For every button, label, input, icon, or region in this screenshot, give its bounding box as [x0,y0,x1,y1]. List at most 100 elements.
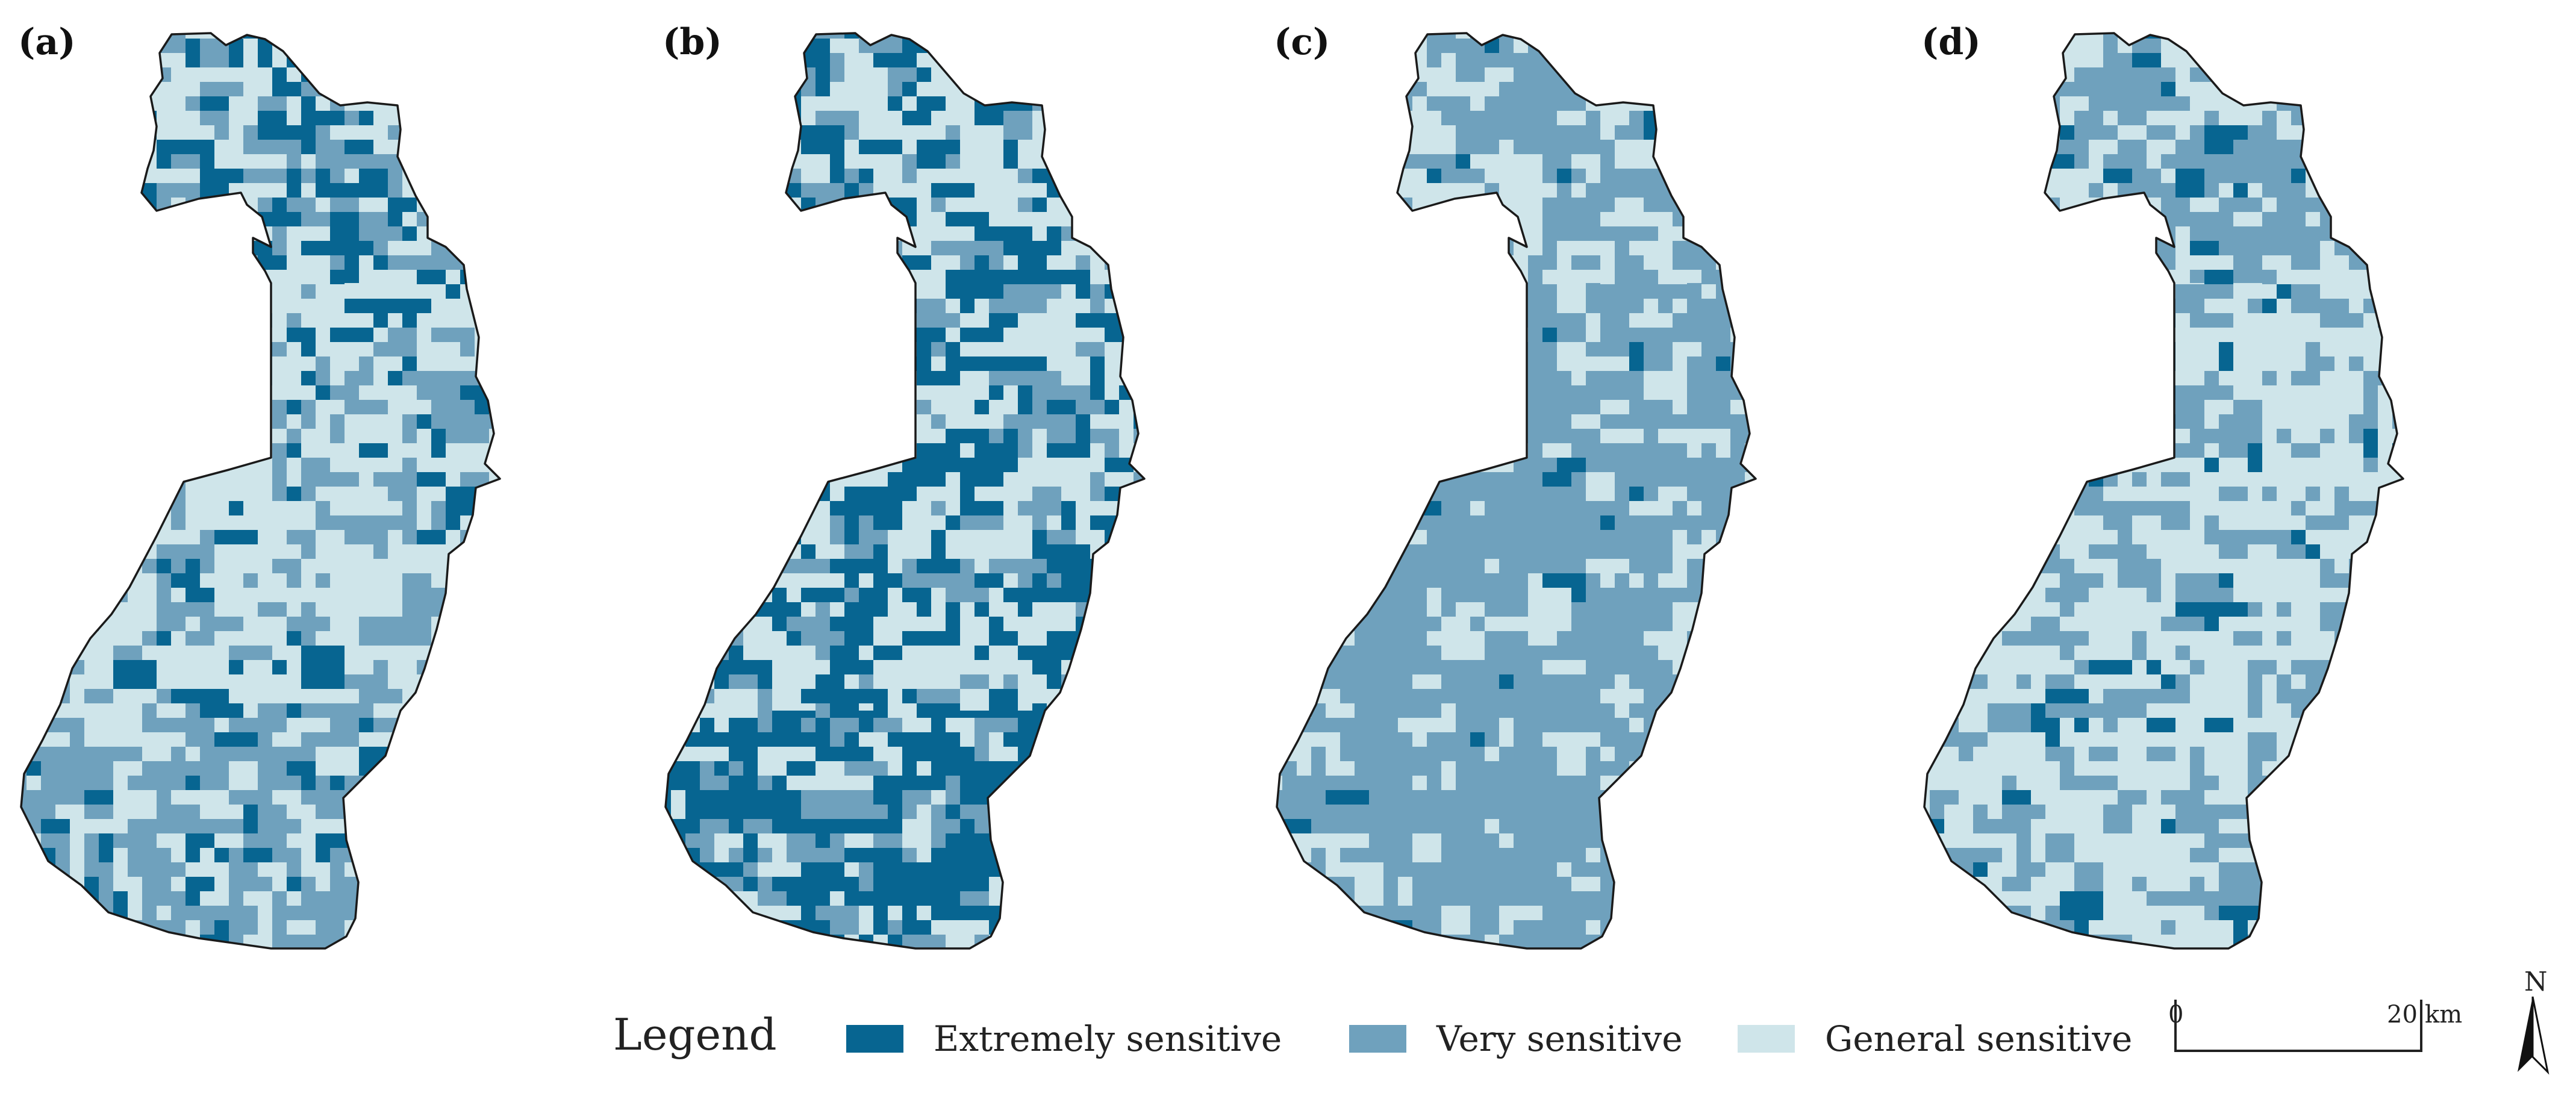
raster-cell [1148,357,1177,371]
raster-cell [1586,472,1615,501]
raster-cell [128,125,157,140]
raster-cell [1730,530,1745,544]
raster-cell [2407,212,2436,226]
raster-cell [758,906,801,920]
raster-cell [41,67,70,82]
raster-cell [2363,631,2378,660]
raster-cell [2248,67,2262,82]
raster-cell [446,877,489,891]
raster-cell [1061,111,1076,125]
raster-cell [1730,674,1756,689]
raster-cell [1398,646,1441,674]
raster-cell [975,39,1003,67]
raster-cell [1412,674,1441,689]
raster-cell [1277,96,1297,111]
raster-cell [772,833,787,848]
raster-cell [772,646,801,660]
raster-cell [446,140,489,154]
raster-cell [2103,429,2147,458]
raster-cell [1383,357,1398,385]
raster-cell [402,169,431,198]
raster-cell [1644,501,1673,515]
raster-cell [171,313,186,328]
raster-cell [873,299,917,328]
raster-cell [1383,891,1398,906]
raster-cell [489,342,500,357]
raster-cell [2277,776,2320,790]
raster-cell [1615,371,1644,400]
sensitivity-raster-a [21,33,532,948]
raster-cell [373,790,402,805]
raster-cell [417,747,446,761]
raster-cell [1148,270,1162,284]
raster-cell [489,371,500,385]
raster-cell [1470,400,1499,414]
raster-cell [2349,39,2378,53]
raster-cell [1701,183,1730,198]
raster-cell [758,53,801,67]
raster-cell [1759,328,1788,357]
raster-cell [99,96,113,111]
raster-cell [1148,602,1191,617]
raster-cell [21,299,27,328]
raster-cell [1047,429,1061,443]
raster-cell [1061,935,1105,948]
raster-cell [2392,631,2403,660]
raster-cell [1745,747,1756,776]
raster-cell [1973,414,2016,429]
raster-cell [113,53,128,67]
raster-cell [1528,501,1571,530]
raster-cell [55,530,84,544]
raster-cell [21,429,55,443]
raster-cell [787,212,801,241]
raster-cell [2291,53,2334,67]
raster-cell [128,270,171,284]
raster-cell [1148,183,1162,198]
raster-cell [700,357,743,385]
raster-cell [316,588,359,602]
raster-cell [243,848,272,862]
raster-cell [287,631,301,646]
raster-cell [1701,212,1745,241]
raster-cell [446,761,489,776]
raster-cell [1311,82,1340,111]
raster-cell [1047,819,1076,833]
raster-cell [2407,617,2436,646]
raster-cell [41,82,55,96]
raster-cell [1687,140,1701,154]
raster-cell [330,67,373,96]
raster-cell [2320,732,2363,761]
raster-cell [21,515,27,530]
raster-cell [714,169,729,183]
raster-cell [816,906,859,920]
raster-cell [200,270,214,299]
raster-cell [1615,472,1629,501]
raster-cell [2378,833,2403,848]
raster-cell [1759,920,1788,949]
raster-cell [1277,718,1297,747]
raster-cell [2089,226,2132,241]
raster-cell [417,33,431,39]
raster-cell [460,53,475,82]
raster-cell [1134,747,1144,776]
raster-cell [489,82,500,111]
raster-cell [504,313,532,328]
raster-cell [700,183,729,212]
raster-cell [1571,33,1586,53]
raster-cell [1277,385,1311,400]
raster-cell [1557,819,1571,848]
raster-cell [1148,906,1177,920]
raster-cell [1032,602,1047,617]
raster-cell [446,241,489,270]
raster-cell [1326,111,1369,125]
raster-cell [2031,501,2045,515]
raster-cell [844,414,888,429]
raster-cell [1716,111,1756,125]
raster-cell [84,284,113,299]
raster-cell [1090,877,1134,906]
raster-cell [844,935,859,948]
raster-cell [2407,588,2436,602]
raster-cell [27,255,70,284]
raster-cell [844,891,859,906]
raster-cell [186,357,200,385]
